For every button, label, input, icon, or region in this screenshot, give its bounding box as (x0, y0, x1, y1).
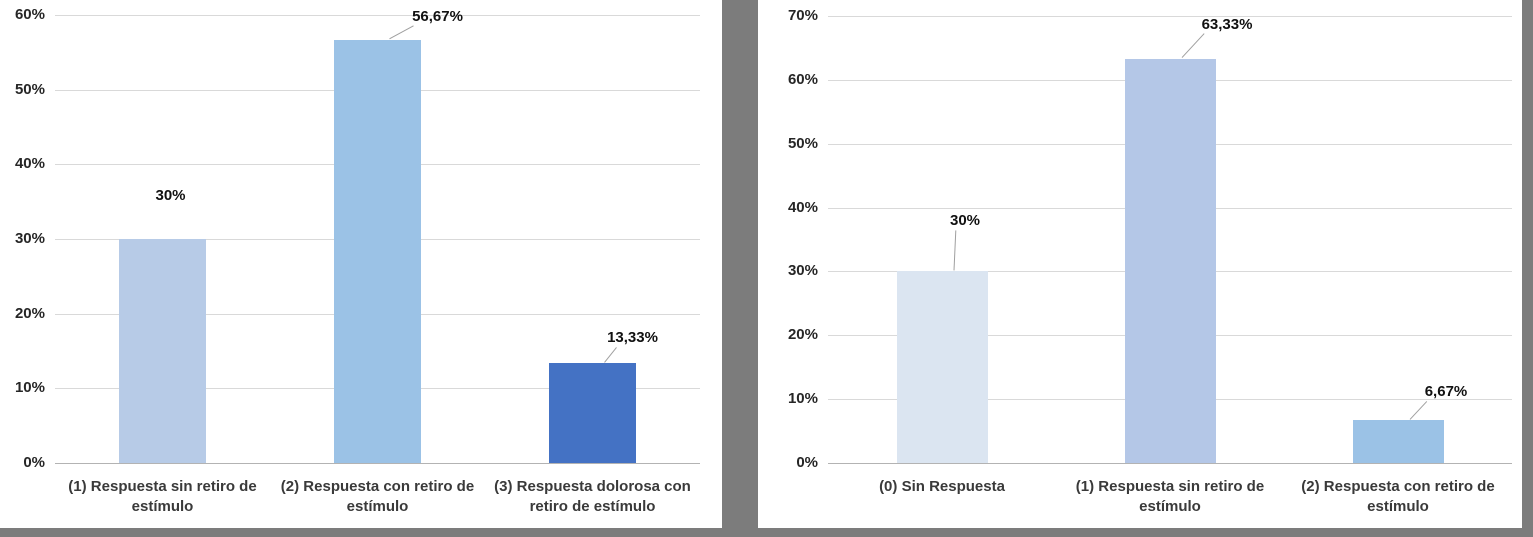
y-tick-label: 30% (14, 230, 45, 247)
value-label: 30% (949, 212, 981, 230)
gridline (55, 15, 700, 16)
y-tick-label: 60% (14, 6, 45, 23)
category-label: (2) Respuesta con retiro de estímulo (280, 478, 475, 515)
value-label: 30% (155, 187, 186, 204)
bar-2 (334, 39, 421, 463)
value-label: 13,33% (607, 329, 658, 347)
gridline (828, 16, 1512, 17)
y-tick-label: 50% (14, 80, 45, 98)
y-tick-label: 30% (787, 262, 818, 280)
bar-1 (119, 239, 206, 463)
bar-3 (1352, 420, 1444, 463)
leader-line (389, 25, 414, 40)
y-tick-label: 20% (14, 304, 45, 322)
category-label: (0) Sin Respuesta (879, 478, 1005, 495)
bar-3 (549, 363, 636, 463)
bar-2 (1124, 58, 1216, 463)
y-tick-label: 10% (787, 390, 818, 408)
value-label: 56,67% (412, 7, 463, 25)
chart-panel-right: 0% 10% 20% 30% 40% 50% 60% 70% 30% (0) Sin Respue… (758, 0, 1522, 528)
value-label: 6,67% (1424, 383, 1468, 401)
leader-line (1181, 33, 1205, 58)
y-tick-label: 40% (787, 198, 818, 216)
y-tick-label: 70% (787, 7, 818, 24)
leader-line (1409, 401, 1428, 420)
y-tick-label: 60% (787, 70, 818, 88)
y-tick-label: 0% (23, 454, 45, 471)
y-tick-label: 0% (796, 454, 818, 471)
category-label: (3) Respuesta dolorosa con retiro de est… (494, 478, 691, 515)
y-tick-label: 40% (14, 155, 45, 173)
bar-1 (896, 271, 988, 463)
chart-panel-left: 0% 10% 20% 30% 40% 50% 60% 30% (1) Respuesta sin… (0, 0, 722, 528)
x-axis-line (55, 463, 700, 464)
y-tick-label: 20% (787, 326, 818, 344)
leader-line (604, 347, 617, 363)
x-axis-line (828, 463, 1512, 464)
leader-line (953, 230, 957, 271)
value-label: 63,33% (1201, 15, 1253, 33)
category-label: (1) Respuesta sin retiro de estímulo (1075, 478, 1265, 515)
category-label: (2) Respuesta con retiro de estímulo (1301, 478, 1495, 515)
y-tick-label: 50% (787, 134, 818, 152)
category-label: (1) Respuesta sin retiro de estímulo (68, 478, 257, 515)
y-tick-label: 10% (14, 379, 45, 397)
